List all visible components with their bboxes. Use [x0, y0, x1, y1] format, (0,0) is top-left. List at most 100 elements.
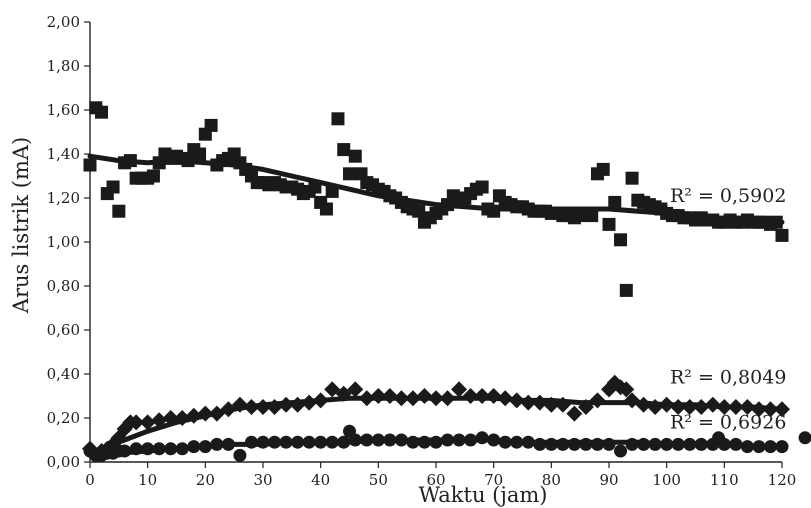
circle-marker [348, 433, 362, 447]
diamond-marker [439, 390, 456, 407]
y-axis-label: Arus listrik (mA) [9, 137, 33, 314]
circle-marker [325, 435, 339, 449]
circle-marker [314, 435, 328, 449]
square-marker [475, 180, 489, 194]
diamond-marker [618, 381, 635, 398]
circle-marker [244, 435, 258, 449]
diamond-marker [301, 394, 318, 411]
circle-marker [475, 431, 489, 445]
diamond-marker [681, 399, 698, 415]
x-tick-label: 80 [542, 471, 561, 489]
diamond-marker [151, 412, 168, 429]
circle-marker [567, 437, 581, 451]
circle-marker [429, 435, 443, 449]
y-axis-ticks: 0,00 0,20 0,40 0,60 0,80 1,00 1,20 1,40 1,60 1,80… [47, 13, 90, 471]
r-squared-label: R² = 0,6926 [670, 411, 786, 433]
square-marker [319, 202, 333, 216]
diamond-marker [589, 392, 606, 409]
circle-marker [660, 437, 674, 451]
square-marker [204, 118, 218, 132]
diamond-marker [185, 407, 202, 424]
circle-marker [175, 442, 189, 456]
diamond-marker [704, 396, 721, 413]
circle-marker [417, 435, 431, 449]
square-marker [596, 162, 610, 176]
circle-marker [187, 440, 201, 454]
x-tick-label: 50 [369, 471, 388, 489]
circle-marker [279, 435, 293, 449]
diamond-marker [231, 396, 248, 413]
diamond-marker [497, 390, 514, 407]
square-marker [412, 204, 426, 218]
circle-marker [152, 442, 166, 456]
diamond-marker [485, 388, 502, 404]
circle-marker [544, 437, 558, 451]
square-marker [769, 215, 783, 229]
circle-marker [637, 437, 651, 451]
diamond-marker [543, 396, 560, 413]
square-marker [775, 228, 789, 242]
square-marker [619, 283, 633, 297]
circle-marker [775, 440, 789, 454]
square-marker [343, 167, 356, 181]
square-marker [625, 171, 639, 185]
circle-marker [510, 435, 524, 449]
square-marker [614, 233, 628, 247]
square-marker [608, 195, 622, 209]
r-squared-label: R² = 0,8049 [670, 366, 786, 388]
diamond-marker [255, 399, 271, 415]
circle-marker [464, 433, 478, 447]
circle-marker [383, 433, 397, 447]
diamond-marker [462, 388, 479, 404]
y-tick-label: 0,60 [47, 321, 80, 339]
circle-marker [118, 444, 132, 458]
diamond-marker [116, 421, 133, 437]
diamond-marker [566, 405, 583, 422]
circle-marker [729, 437, 743, 451]
y-tick-label: 0,20 [47, 409, 80, 427]
diamond-marker [554, 396, 571, 413]
diamond-marker [474, 388, 491, 404]
diamond-marker [577, 399, 594, 415]
circle-marker [129, 442, 143, 456]
circle-marker [590, 437, 604, 451]
diamond-marker [727, 399, 744, 415]
x-tick-label: 60 [426, 471, 445, 489]
diamond-marker [739, 399, 756, 415]
circle-marker [268, 435, 282, 449]
square-marker [602, 217, 616, 231]
circle-marker [740, 440, 754, 454]
circle-marker [360, 433, 374, 447]
circle-marker [625, 437, 639, 451]
circle-marker [498, 435, 512, 449]
y-tick-label: 2,00 [47, 13, 80, 31]
square-marker [181, 154, 195, 168]
circle-marker [233, 448, 247, 462]
diamond-marker [647, 399, 664, 415]
x-tick-label: 30 [253, 471, 272, 489]
diamond-marker [381, 388, 398, 404]
diamond-marker [658, 396, 675, 413]
diamond-marker [278, 396, 295, 413]
x-tick-label: 0 [85, 471, 95, 489]
square-marker [123, 154, 137, 168]
circle-marker [533, 437, 547, 451]
circle-marker [602, 437, 616, 451]
diamond-marker [428, 390, 444, 407]
square-marker [325, 184, 339, 198]
diamond-marker [531, 394, 548, 411]
x-axis-ticks: 0 10 20 30 40 50 60 70 80 90 100 110 120 [85, 462, 796, 489]
circle-marker [752, 440, 766, 454]
diamond-marker [404, 390, 421, 407]
circle-marker [291, 435, 305, 449]
circle-marker [487, 433, 501, 447]
square-marker [106, 180, 120, 194]
circle-marker [763, 440, 777, 454]
square-marker [331, 112, 345, 126]
data-markers [82, 101, 811, 462]
circle-marker [221, 437, 235, 451]
circle-marker [210, 437, 224, 451]
circle-marker [337, 435, 351, 449]
circle-marker [717, 437, 731, 451]
square-marker [348, 149, 362, 163]
